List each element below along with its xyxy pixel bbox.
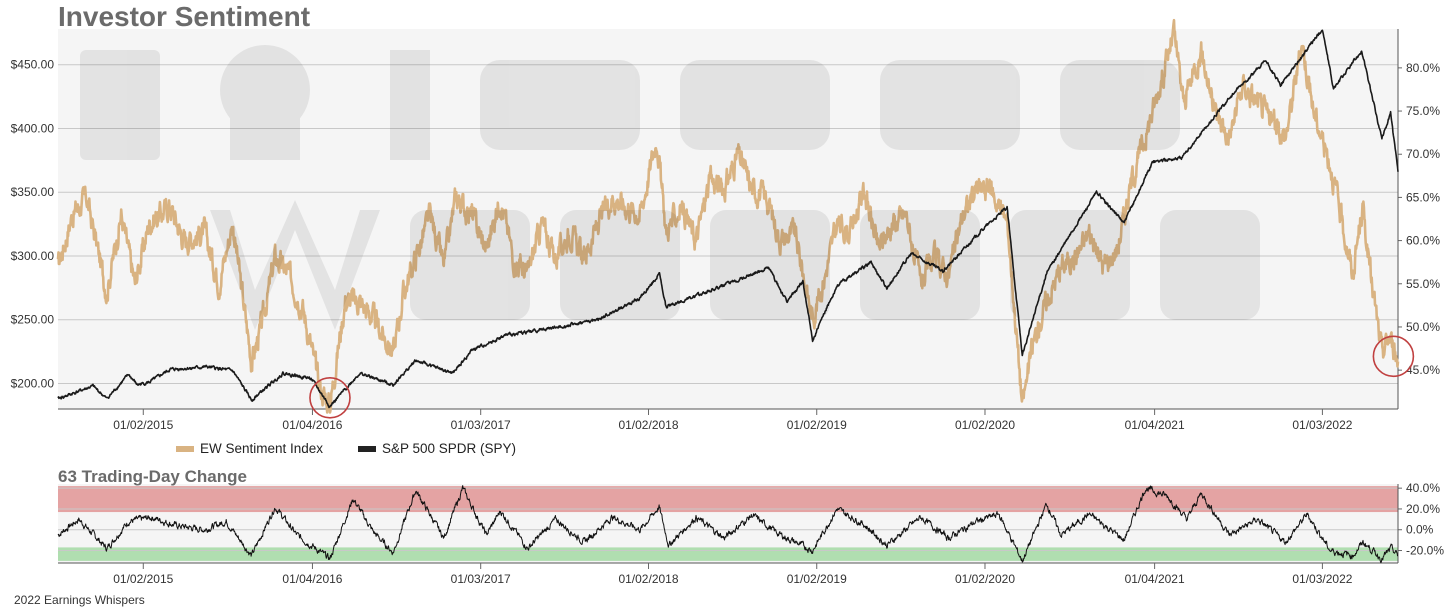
change-x-axis-tick-label: 01/02/2020	[955, 572, 1015, 586]
change-right-tick-label: 20.0%	[1406, 502, 1440, 516]
left-axis-tick-label: $450.00	[11, 58, 55, 72]
legend-label-spy: S&P 500 SPDR (SPY)	[382, 441, 517, 456]
threshold-band-green	[58, 547, 1398, 561]
x-axis-tick-label: 01/02/2019	[787, 418, 847, 432]
highlight-circle-2016-low	[309, 376, 351, 419]
change-x-axis-tick-label: 01/02/2018	[618, 572, 678, 586]
right-axis-tick-label: 70.0%	[1406, 147, 1440, 161]
left-axis-tick-label: $250.00	[11, 313, 55, 327]
plot-background	[58, 29, 1398, 409]
change-x-axis-tick-label: 01/04/2021	[1125, 572, 1185, 586]
x-axis-tick-label: 01/04/2021	[1125, 418, 1185, 432]
legend-item-sentiment[interactable]: EW Sentiment Index	[176, 441, 323, 456]
x-axis-tick-label: 01/03/2022	[1292, 418, 1352, 432]
left-axis-tick-label: $300.00	[11, 249, 55, 263]
change-x-axis-tick-label: 01/04/2016	[282, 572, 342, 586]
credit-text: 2022 Earnings Whispers	[14, 593, 145, 607]
change-x-axis-tick-label: 01/02/2019	[787, 572, 847, 586]
right-axis-tick-label: 50.0%	[1406, 320, 1440, 334]
right-axis-tick-label: 75.0%	[1406, 104, 1440, 118]
chart-title: Investor Sentiment	[58, 1, 311, 32]
main-plot-area: $200.00 $250.00 $300.00 $350.00 $400.00 $450.…	[11, 18, 1440, 432]
chart-legend: EW Sentiment Index S&P 500 SPDR (SPY)	[0, 441, 1456, 461]
change-x-axis-tick-label: 01/02/2015	[113, 572, 173, 586]
x-axis-tick-label: 01/03/2017	[451, 418, 511, 432]
legend-label-sentiment: EW Sentiment Index	[200, 441, 324, 456]
right-axis-tick-label: 55.0%	[1406, 277, 1440, 291]
x-axis-tick-label: 01/04/2016	[282, 418, 342, 432]
legend-item-spy[interactable]: S&P 500 SPDR (SPY)	[358, 441, 516, 456]
legend-swatch-sentiment	[176, 445, 194, 452]
right-axis-tick-label: 65.0%	[1406, 190, 1440, 204]
legend-swatch-spy	[358, 445, 376, 452]
series-line-63-day-change	[57, 485, 1398, 564]
right-axis-tick-label: 60.0%	[1406, 234, 1440, 248]
right-axis-tick-label: 45.0%	[1406, 363, 1440, 377]
change-plot-area: -20.0% 0.0% 20.0% 40.0% 01/02/2015 01/04/2016…	[57, 481, 1444, 586]
highlight-circle-2022-low	[1372, 335, 1415, 378]
series-line-spy	[57, 29, 1399, 409]
change-x-axis-tick-label: 01/03/2022	[1292, 572, 1352, 586]
change-right-tick-label: -20.0%	[1406, 544, 1444, 558]
change-chart-title: 63 Trading-Day Change	[58, 467, 247, 486]
left-axis-tick-label: $350.00	[11, 185, 55, 199]
left-axis-tick-label: $400.00	[11, 121, 55, 135]
change-right-tick-label: 40.0%	[1406, 481, 1440, 495]
x-axis-tick-label: 01/02/2018	[618, 418, 678, 432]
right-axis-tick-label: 80.0%	[1406, 61, 1440, 75]
change-x-axis-tick-label: 01/03/2017	[451, 572, 511, 586]
series-line-ew-sentiment-index	[56, 18, 1400, 414]
threshold-band-red	[58, 486, 1398, 513]
x-axis-tick-label: 01/02/2015	[113, 418, 173, 432]
x-axis-tick-label: 01/02/2020	[955, 418, 1015, 432]
change-right-tick-label: 0.0%	[1406, 523, 1434, 537]
left-axis-tick-label: $200.00	[11, 376, 55, 390]
